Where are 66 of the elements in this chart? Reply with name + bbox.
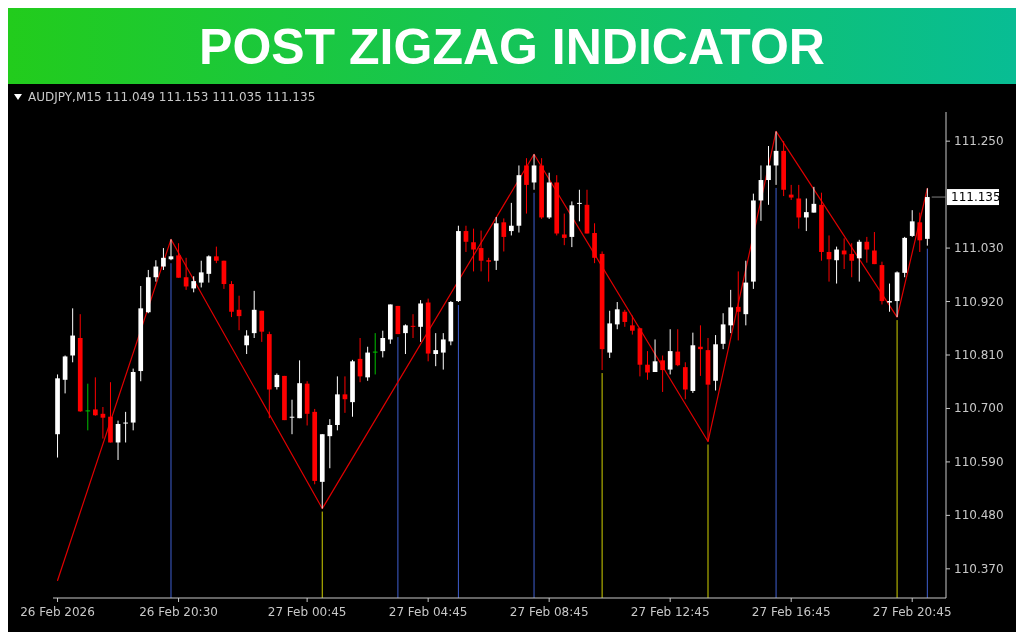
candlestick bbox=[856, 239, 862, 283]
x-tick-label: 26 Feb 20:30 bbox=[139, 605, 218, 619]
candlestick bbox=[834, 246, 839, 285]
candlestick bbox=[909, 209, 915, 238]
x-tick-label: 27 Feb 00:45 bbox=[267, 605, 347, 619]
candlestick bbox=[872, 231, 877, 265]
candlestick bbox=[630, 315, 635, 336]
candlestick bbox=[735, 270, 741, 341]
line-series bbox=[56, 130, 928, 582]
candlestick bbox=[803, 198, 809, 232]
candlestick bbox=[660, 354, 665, 393]
candlestick bbox=[418, 299, 423, 343]
candlestick bbox=[433, 332, 439, 367]
candlestick bbox=[486, 257, 491, 283]
x-tick-label: 27 Feb 20:45 bbox=[872, 605, 952, 619]
candlestick bbox=[698, 324, 703, 377]
candlestick bbox=[327, 418, 333, 469]
candlestick bbox=[645, 350, 650, 381]
candlestick bbox=[176, 242, 181, 279]
y-tick-label: 110.920 bbox=[954, 294, 1004, 309]
candlestick bbox=[471, 228, 476, 272]
y-tick-label: 110.700 bbox=[954, 401, 1004, 416]
candlestick bbox=[380, 330, 386, 358]
candlestick bbox=[917, 212, 923, 253]
candlestick bbox=[70, 307, 76, 363]
y-tick-label: 111.030 bbox=[954, 241, 1004, 256]
x-tick-label: 27 Feb 08:45 bbox=[509, 605, 589, 619]
candlestick bbox=[849, 242, 855, 278]
candlestick bbox=[614, 301, 620, 330]
candlestick bbox=[524, 157, 529, 215]
candlestick bbox=[259, 310, 265, 343]
candlestick bbox=[403, 323, 408, 355]
candlestick bbox=[675, 328, 681, 367]
candlestick bbox=[766, 145, 771, 206]
candlestick bbox=[796, 184, 802, 230]
candlestick bbox=[161, 247, 166, 271]
candlestick bbox=[372, 332, 378, 375]
x-tick-label: 26 Feb 2026 bbox=[20, 605, 95, 619]
candlestick bbox=[440, 332, 446, 371]
candlestick bbox=[206, 254, 212, 284]
x-tick-label: 27 Feb 12:45 bbox=[630, 605, 710, 619]
candlestick bbox=[85, 383, 91, 431]
candlestick bbox=[198, 260, 204, 288]
annotation: 111.135 bbox=[951, 190, 1001, 205]
candlestick bbox=[509, 202, 514, 236]
candlestick bbox=[561, 213, 567, 246]
y-tick-label: 110.480 bbox=[954, 508, 1004, 523]
candlestick bbox=[887, 283, 892, 313]
candlestick bbox=[577, 189, 582, 222]
y-tick-label: 110.370 bbox=[954, 561, 1004, 576]
y-tick-label: 110.590 bbox=[954, 454, 1004, 469]
x-tick-label: 27 Feb 04:45 bbox=[388, 605, 468, 619]
candlestick bbox=[728, 289, 734, 334]
chart-title: POST ZIGZAG INDICATOR bbox=[199, 19, 825, 75]
candlestick bbox=[501, 217, 507, 252]
candlestick bbox=[682, 361, 688, 400]
y-tick-label: 111.250 bbox=[954, 134, 1004, 149]
y-tick-label: 110.810 bbox=[954, 348, 1004, 362]
candlestick bbox=[864, 236, 870, 264]
chart-subtitle: AUDJPY,M15 111.049 111.153 111.035 111.135 bbox=[28, 90, 316, 104]
candlestick bbox=[251, 290, 257, 339]
candlestick bbox=[93, 376, 98, 417]
x-tick-label: 27 Feb 16:45 bbox=[751, 605, 831, 619]
candlestick bbox=[244, 329, 249, 355]
candlestick bbox=[667, 328, 673, 375]
candlestick bbox=[123, 411, 128, 443]
